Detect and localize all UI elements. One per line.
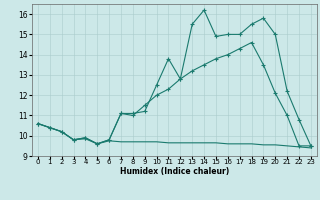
X-axis label: Humidex (Indice chaleur): Humidex (Indice chaleur) <box>120 167 229 176</box>
